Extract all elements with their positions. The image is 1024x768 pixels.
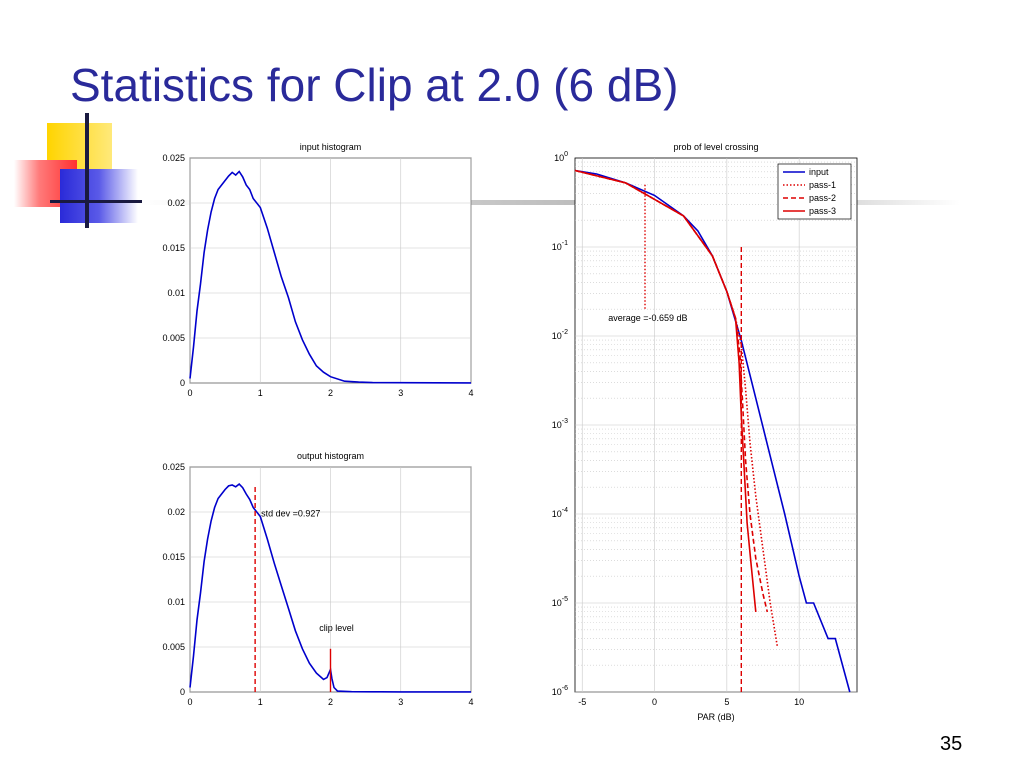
- series-line-pass-2: [574, 169, 769, 613]
- gridlines: [575, 158, 857, 693]
- y-tick-exponent: -1: [562, 240, 568, 247]
- x-tick-label: 1: [258, 388, 263, 398]
- x-tick-label: 3: [398, 388, 403, 398]
- chart-input: input histogram 0 1 2 3 4 0 0.005 0.01 0.015 0.02 0…: [162, 142, 473, 398]
- y-tick-label: 0.015: [162, 243, 185, 253]
- series-line-input: [189, 170, 472, 384]
- x-tick-label: 2: [328, 697, 333, 707]
- series-line-pass-3: [574, 169, 757, 612]
- y-tick-label: 10-2: [552, 329, 568, 341]
- y-tick-label: 100: [554, 151, 568, 163]
- y-tick-base: 10: [554, 153, 564, 163]
- x-tick-label: -5: [578, 697, 586, 707]
- x-tick-label: 4: [468, 388, 473, 398]
- x-tick-label: 3: [398, 697, 403, 707]
- x-tick-label: 0: [652, 697, 657, 707]
- chart-output: output histogram 0 1 2 3 4 0 0.005 0.01 0.015 0.02…: [162, 451, 473, 707]
- x-tick-label: 1: [258, 697, 263, 707]
- decor-blue-square: [60, 169, 138, 223]
- y-tick-base: 10: [552, 420, 562, 430]
- x-tick-label: 2: [328, 388, 333, 398]
- y-tick-label: 0.025: [162, 462, 185, 472]
- y-tick-label: 0.02: [167, 198, 185, 208]
- y-tick-label: 10-1: [552, 240, 568, 252]
- x-axis-label: PAR (dB): [697, 712, 734, 722]
- slide-title: Statistics for Clip at 2.0 (6 dB): [70, 59, 679, 111]
- legend-label: pass-1: [809, 180, 836, 190]
- x-tick-label: 5: [724, 697, 729, 707]
- chart-title: prob of level crossing: [673, 142, 758, 152]
- y-tick-label: 0.025: [162, 153, 185, 163]
- y-tick-label: 0.01: [167, 288, 185, 298]
- legend-box: [777, 163, 852, 220]
- y-tick-base: 10: [552, 598, 562, 608]
- x-tick-label: 0: [187, 388, 192, 398]
- y-tick-exponent: -6: [562, 685, 568, 692]
- x-tick-label: 10: [794, 697, 804, 707]
- legend-label: pass-2: [809, 193, 836, 203]
- y-tick-label: 0.005: [162, 642, 185, 652]
- legend-label: pass-3: [809, 206, 836, 216]
- legend-label: input: [809, 167, 829, 177]
- annotation-average: average =-0.659 dB: [608, 313, 687, 323]
- y-tick-label: 10-6: [552, 685, 568, 697]
- y-tick-label: 10-5: [552, 596, 568, 608]
- y-tick-base: 10: [552, 509, 562, 519]
- y-tick-label: 0: [180, 378, 185, 388]
- y-tick-label: 10-3: [552, 418, 568, 430]
- y-tick-exponent: -2: [562, 329, 568, 336]
- decor-horizontal-line: [50, 200, 142, 203]
- chart-title: input histogram: [300, 142, 362, 152]
- annotation-clip-level: clip level: [319, 623, 354, 633]
- chart-plc: prob of level crossing-5 0 5 1010-610-510-4…: [552, 142, 858, 722]
- x-tick-label: 0: [187, 697, 192, 707]
- y-tick-base: 10: [552, 687, 562, 697]
- y-tick-label: 0.005: [162, 333, 185, 343]
- y-tick-base: 10: [552, 242, 562, 252]
- y-tick-exponent: -5: [562, 596, 568, 603]
- decor-vertical-line: [85, 113, 89, 228]
- series-line-input: [574, 169, 851, 693]
- y-tick-exponent: -3: [562, 418, 568, 425]
- annotation-std-dev: std dev =0.927: [261, 509, 320, 519]
- y-tick-label: 0.02: [167, 507, 185, 517]
- title-underline-rule: [140, 200, 960, 205]
- y-tick-base: 10: [552, 331, 562, 341]
- chart-title: output histogram: [297, 451, 364, 461]
- x-tick-label: 4: [468, 697, 473, 707]
- y-tick-label: 0.01: [167, 597, 185, 607]
- y-tick-exponent: -4: [562, 507, 568, 514]
- page-number: 35: [940, 733, 963, 755]
- y-tick-label: 10-4: [552, 507, 568, 519]
- y-tick-exponent: 0: [564, 151, 568, 158]
- y-tick-label: 0: [180, 687, 185, 697]
- y-tick-label: 0.015: [162, 552, 185, 562]
- series-line-output: [189, 483, 471, 693]
